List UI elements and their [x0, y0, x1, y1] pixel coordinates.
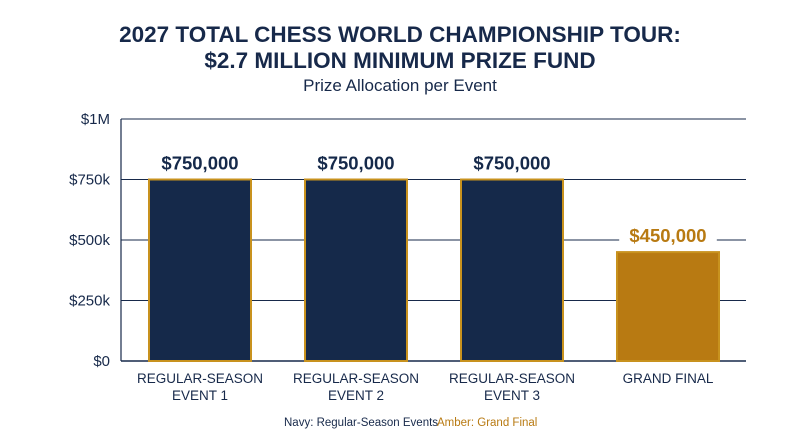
x-tick-label: GRAND FINAL: [623, 371, 714, 386]
y-tick-label: $0: [93, 353, 110, 370]
x-tick-label: EVENT 3: [484, 388, 540, 403]
bar: [304, 178, 408, 362]
data-label: $750,000: [161, 153, 238, 174]
legend-grand-final: Amber: Grand Final: [437, 417, 538, 429]
y-tick-label: $1M: [81, 111, 110, 128]
x-tick-label: REGULAR-SEASON: [293, 371, 419, 386]
data-label-background: [619, 223, 717, 248]
data-label: $750,000: [473, 153, 550, 174]
x-tick-label: REGULAR-SEASON: [449, 371, 575, 386]
y-tick-label: $750k: [69, 172, 110, 189]
data-label: $450,000: [629, 225, 706, 246]
x-tick-label: REGULAR-SEASON: [137, 371, 263, 386]
data-label: $750,000: [317, 153, 394, 174]
x-tick-label: EVENT 1: [172, 388, 228, 403]
bar: [616, 251, 720, 363]
data-label-background: [151, 150, 249, 175]
bar: [148, 178, 252, 362]
legend-regular-season: Navy: Regular-Season Events: [284, 417, 439, 429]
x-tick-label: EVENT 2: [328, 388, 384, 403]
data-label-background: [463, 150, 561, 175]
chart-title-line-1: 2027 TOTAL CHESS WORLD CHAMPIONSHIP TOUR…: [119, 22, 681, 47]
chart-title-line-2: $2.7 MILLION MINIMUM PRIZE FUND: [204, 48, 596, 73]
data-label-background: [307, 150, 405, 175]
bar: [460, 178, 564, 362]
chart-subtitle: Prize Allocation per Event: [303, 76, 497, 95]
y-tick-label: $250k: [69, 293, 110, 310]
y-tick-label: $500k: [69, 232, 110, 249]
